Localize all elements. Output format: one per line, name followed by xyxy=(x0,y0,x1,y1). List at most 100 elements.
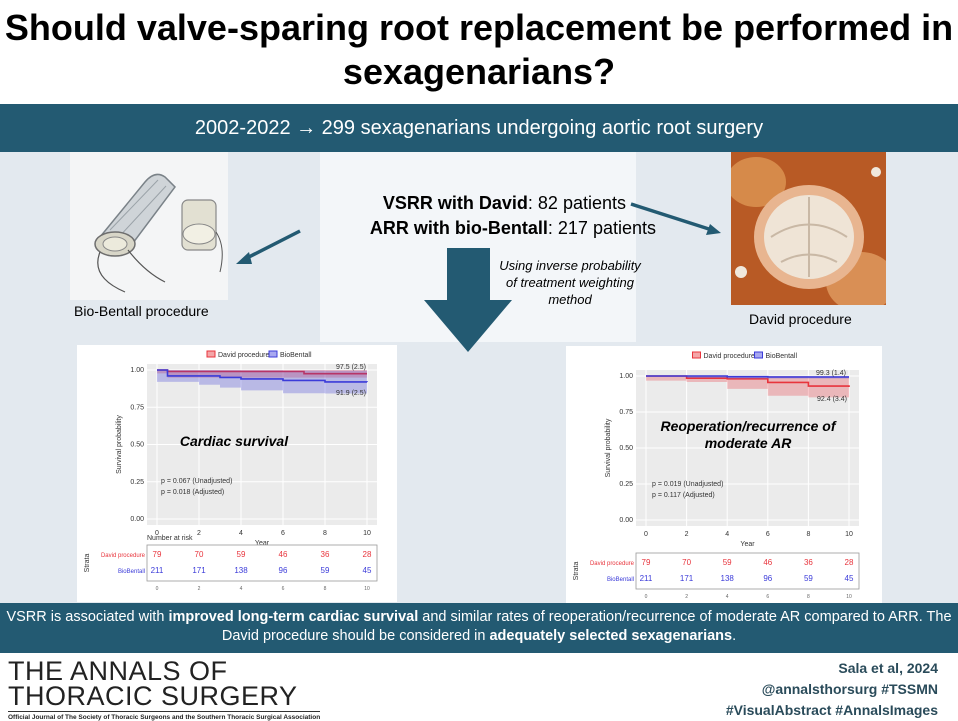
risk-row-name: David procedure xyxy=(590,561,635,567)
risk-x-tick: 2 xyxy=(198,586,201,592)
risk-x-tick: 0 xyxy=(156,586,159,592)
risk-x-tick: 8 xyxy=(807,594,810,600)
risk-table-box xyxy=(635,552,860,590)
vsrr-count-line: VSRR with David: 82 patients xyxy=(300,191,656,216)
legend-label: David procedure xyxy=(704,353,755,360)
risk-row-name: David procedure xyxy=(101,553,146,559)
risk-cell: 171 xyxy=(192,566,206,575)
risk-row-name: BioBentall xyxy=(118,569,145,575)
arrow-to-david xyxy=(630,202,713,232)
arrow-head-left xyxy=(236,252,252,264)
risk-cell: 28 xyxy=(363,550,372,559)
risk-cell: 59 xyxy=(321,566,330,575)
risk-x-tick: 0 xyxy=(645,594,648,600)
david-caption: David procedure xyxy=(749,311,852,327)
risk-cell: 59 xyxy=(804,574,813,583)
end-value-label: 91.9 (2.5) xyxy=(336,390,366,397)
x-tick-label: 2 xyxy=(685,531,689,538)
y-tick-label: 0.25 xyxy=(619,481,633,488)
risk-cell: 171 xyxy=(680,574,694,583)
risk-cell: 211 xyxy=(151,566,164,575)
x-tick-label: 2 xyxy=(197,530,201,537)
series-line xyxy=(646,375,849,378)
group-counts: VSRR with David: 82 patients ARR with bi… xyxy=(300,191,656,241)
y-tick-label: 0.75 xyxy=(619,409,633,416)
y-tick-label: 1.00 xyxy=(130,367,144,374)
strata-label: Strata xyxy=(84,554,91,573)
y-tick-label: 0.50 xyxy=(130,442,144,449)
risk-x-tick: 10 xyxy=(846,594,852,600)
x-axis-label: Year xyxy=(255,540,270,547)
risk-cell: 70 xyxy=(195,550,204,559)
bio-bentall-image xyxy=(70,152,228,300)
risk-cell: 70 xyxy=(682,558,691,567)
legend-swatch-biobentall xyxy=(754,351,763,359)
journal-logo: THE ANNALS OF THORACIC SURGERY Official … xyxy=(8,658,321,721)
risk-cell: 59 xyxy=(723,558,732,567)
cohort-banner: 2002-2022 → 299 sexagenarians undergoing… xyxy=(0,104,958,152)
risk-x-tick: 6 xyxy=(766,594,769,600)
page-title: Should valve-sparing root replacement be… xyxy=(4,7,954,92)
chart-overlay-title: moderate AR xyxy=(705,435,793,451)
arr-label: ARR with bio-Bentall xyxy=(369,218,548,238)
x-tick-label: 4 xyxy=(725,531,729,538)
arr-count-line: ARR with bio-Bentall: 217 patients xyxy=(300,216,656,241)
risk-cell: 211 xyxy=(640,574,653,583)
risk-cell: 36 xyxy=(804,558,813,567)
risk-x-tick: 10 xyxy=(364,586,370,592)
citation-author: Sala et al, 2024 xyxy=(838,660,938,676)
risk-cell: 79 xyxy=(153,550,162,559)
arrow-to-bentall xyxy=(242,229,301,262)
vsrr-count: : 82 patients xyxy=(527,193,626,213)
journal-name-line2: THORACIC SURGERY xyxy=(8,681,298,711)
x-tick-label: 0 xyxy=(644,531,648,538)
x-tick-label: 6 xyxy=(281,530,285,537)
risk-cell: 46 xyxy=(279,550,288,559)
risk-row-name: BioBentall xyxy=(607,577,634,583)
y-tick-label: 0.00 xyxy=(619,517,633,524)
x-tick-label: 8 xyxy=(323,530,327,537)
risk-cell: 46 xyxy=(763,558,772,567)
chart-reoperation: 0.00 0.25 0.50 0.75 1.00 0 2 4 6 8 10 Year Survival … xyxy=(566,346,882,603)
legend-label: David procedure xyxy=(218,352,269,359)
risk-cell: 79 xyxy=(642,558,651,567)
p-value-label: p = 0.018 (Adjusted) xyxy=(161,489,224,496)
strata-label: Strata xyxy=(573,562,580,581)
legend-swatch-biobentall xyxy=(268,350,278,358)
flow-arrows xyxy=(236,202,721,352)
end-value-label: 99.3 (1.4) xyxy=(816,370,846,377)
risk-table-title: Number at risk xyxy=(147,535,193,542)
risk-x-tick: 8 xyxy=(324,586,327,592)
y-tick-label: 0.00 xyxy=(130,516,144,523)
risk-cell: 36 xyxy=(321,550,330,559)
method-note: Using inverse probability of treatment w… xyxy=(499,258,641,307)
risk-table-box xyxy=(146,544,378,582)
y-tick-label: 1.00 xyxy=(619,373,633,380)
x-tick-label: 10 xyxy=(845,531,853,538)
series-line xyxy=(157,369,368,383)
confidence-band xyxy=(646,376,849,398)
legend-swatch-david xyxy=(206,350,216,358)
citation-tags: #VisualAbstract #AnnalsImages xyxy=(725,702,938,718)
y-tick-label: 0.75 xyxy=(130,404,144,411)
risk-x-tick: 6 xyxy=(282,586,285,592)
risk-cell: 45 xyxy=(845,574,854,583)
p-value-label: p = 0.117 (Adjusted) xyxy=(652,492,715,499)
bio-bentall-caption: Bio-Bentall procedure xyxy=(74,303,209,319)
risk-cell: 96 xyxy=(763,574,772,583)
chart-overlay-title: Reoperation/recurrence of xyxy=(660,418,836,434)
risk-cell: 45 xyxy=(363,566,372,575)
p-value-label: p = 0.067 (Unadjusted) xyxy=(161,478,232,485)
conclusion-text-2: and similar rates of reoperation/recurre… xyxy=(221,609,952,644)
conclusion-bold-1: improved long-term cardiac survival xyxy=(168,609,419,625)
risk-cell: 138 xyxy=(234,566,248,575)
series-line xyxy=(646,375,850,387)
y-axis-label: Survival probability xyxy=(605,418,612,477)
y-axis-label: Survival probability xyxy=(116,415,123,474)
conclusion-text-1: VSRR is associated with xyxy=(6,609,169,625)
legend-label: BioBentall xyxy=(280,352,312,359)
y-tick-label: 0.25 xyxy=(130,479,144,486)
y-tick-label: 0.50 xyxy=(619,445,633,452)
x-tick-label: 4 xyxy=(239,530,243,537)
x-tick-label: 0 xyxy=(155,530,159,537)
